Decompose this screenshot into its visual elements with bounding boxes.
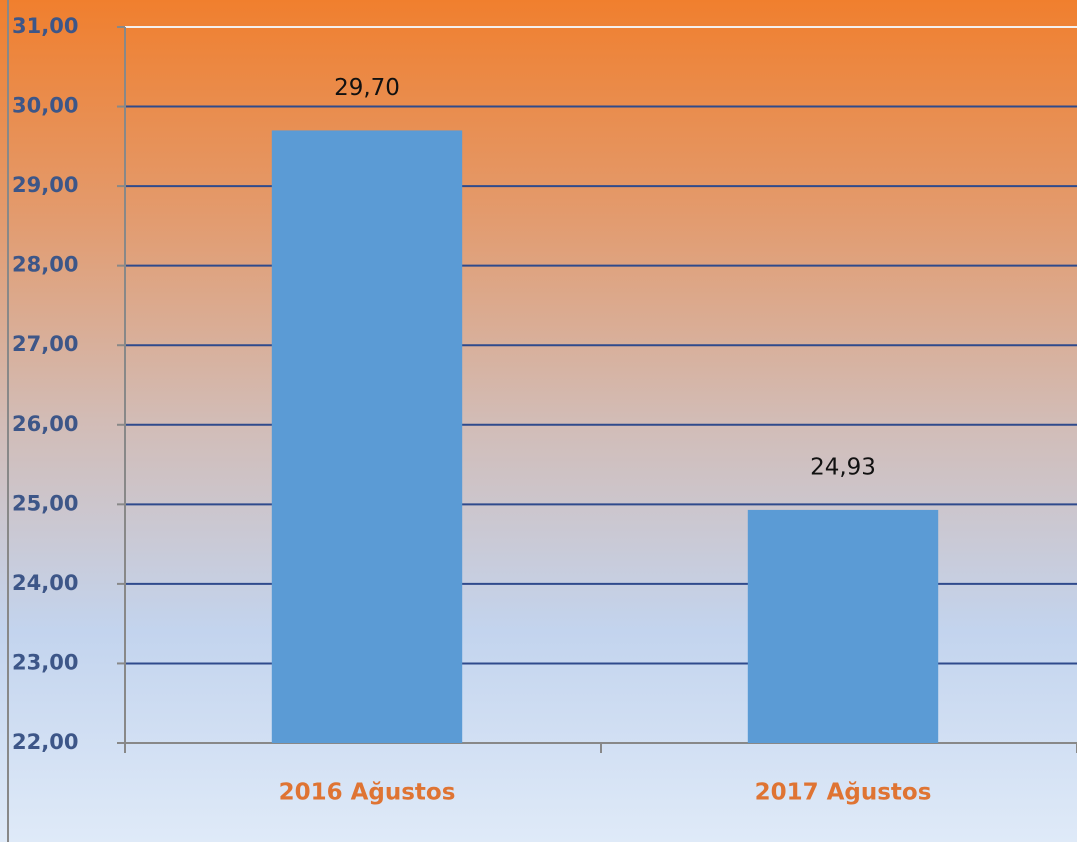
y-tick-label: 29,00 [12, 173, 78, 197]
y-tick-label: 26,00 [12, 412, 78, 436]
y-tick-label: 23,00 [12, 650, 78, 674]
x-tick-label: 2016 Ağustos [279, 780, 456, 806]
x-tick-label: 2017 Ağustos [755, 780, 932, 806]
y-tick-label: 28,00 [12, 253, 78, 277]
y-tick-label: 31,00 [12, 14, 78, 38]
data-label: 24,93 [810, 454, 876, 480]
y-tick-label: 25,00 [12, 491, 78, 515]
y-tick-label: 30,00 [12, 94, 78, 118]
y-tick-label: 24,00 [12, 571, 78, 595]
bar [271, 130, 463, 743]
bar [747, 509, 939, 743]
data-label: 29,70 [334, 75, 400, 101]
y-tick-label: 27,00 [12, 332, 78, 356]
y-tick-label: 22,00 [12, 730, 78, 754]
